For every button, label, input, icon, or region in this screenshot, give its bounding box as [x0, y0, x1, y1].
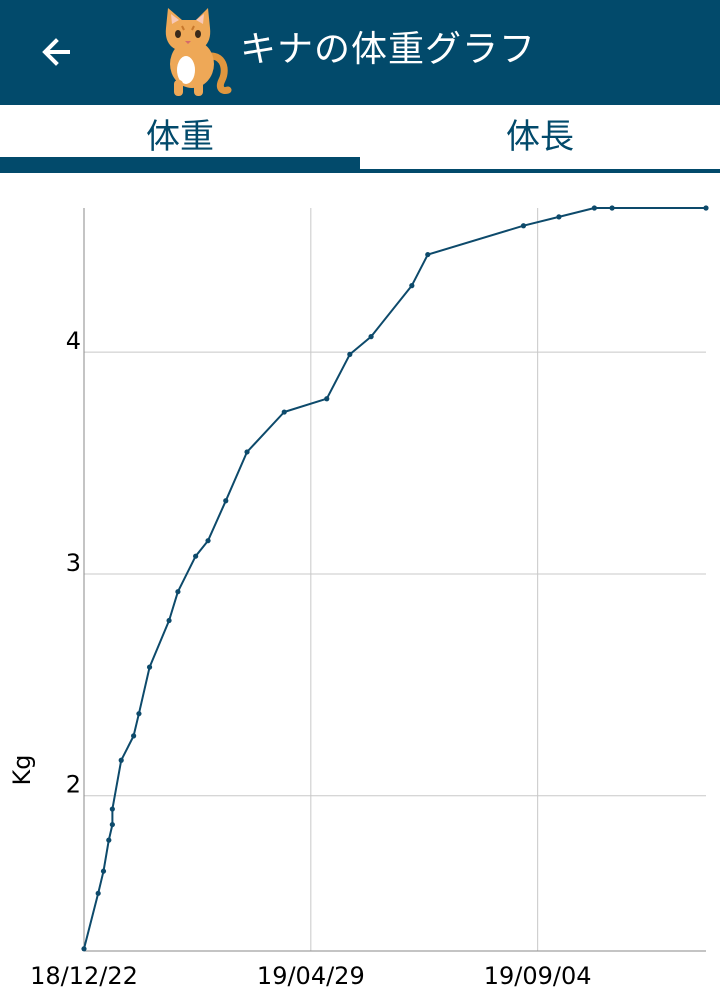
weight-data-point: [425, 251, 431, 258]
weight-data-point: [556, 214, 562, 220]
weight-chart: 2 3 4 18/12/22 19/04/29 19/09/04 Kg: [0, 174, 720, 1008]
cat-icon: [165, 8, 232, 96]
weight-data-point: [409, 283, 415, 289]
weight-data-point: [95, 890, 101, 896]
weight-data-point: [109, 806, 115, 812]
weight-data-point: [136, 711, 142, 717]
app-bar: キナの体重グラフ: [0, 0, 720, 105]
weight-data-point: [131, 733, 137, 739]
tab-indicator: [0, 157, 360, 173]
tab-length[interactable]: 体長: [506, 116, 574, 157]
x-tick-label: 19/04/29: [257, 962, 365, 990]
arrow-left-icon: [42, 38, 70, 66]
weight-data-point: [324, 396, 330, 402]
weight-data-point: [175, 589, 181, 595]
y-axis-label: Kg: [8, 754, 36, 786]
weight-data-point: [100, 868, 107, 874]
y-tick-label: 3: [66, 549, 81, 577]
back-button[interactable]: [28, 24, 84, 80]
weight-data-point: [118, 757, 124, 763]
weight-data-point: [223, 498, 229, 504]
weight-data-point: [591, 205, 597, 211]
weight-data-point: [520, 223, 527, 229]
tab-bar: 体重 体長: [0, 105, 720, 174]
weight-data-point: [193, 553, 199, 559]
weight-data-point: [109, 821, 115, 828]
weight-series-line: [83, 207, 706, 950]
tab-underline: [360, 169, 720, 173]
weight-data-point: [146, 664, 153, 670]
weight-data-point: [347, 351, 353, 357]
weight-chart-svg: 2 3 4 18/12/22 19/04/29 19/09/04: [30, 205, 709, 990]
weight-data-point: [703, 205, 709, 211]
y-tick-label: 4: [66, 327, 81, 355]
weight-data-point: [166, 617, 172, 624]
weight-data-point: [106, 837, 112, 843]
weight-data-point: [609, 205, 615, 211]
x-tick-label: 18/12/22: [30, 962, 138, 990]
weight-data-point: [281, 409, 287, 415]
weight-data-point: [244, 449, 250, 455]
page-title: キナの体重グラフ: [240, 29, 537, 70]
weight-data-point: [205, 538, 211, 544]
x-tick-label: 19/09/04: [484, 962, 592, 990]
y-tick-label: 2: [66, 771, 81, 799]
weight-data-point: [368, 334, 374, 340]
weight-data-point: [81, 946, 87, 952]
tab-weight[interactable]: 体重: [146, 116, 214, 157]
